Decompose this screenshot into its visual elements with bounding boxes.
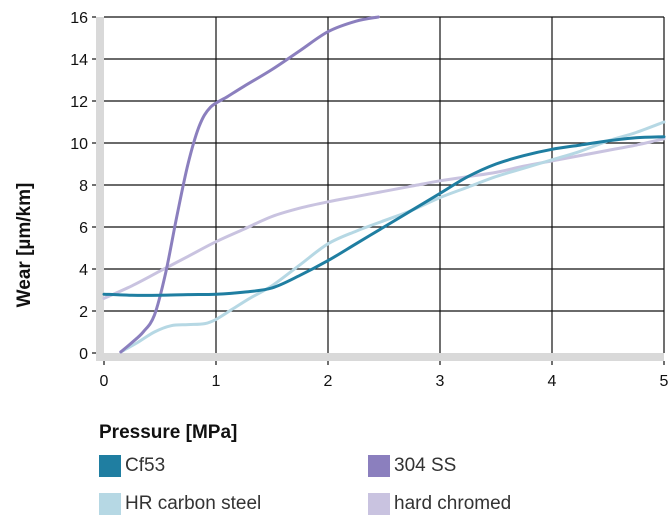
y-tick-label: 14 (70, 52, 88, 69)
gridlines (104, 16, 665, 353)
legend-swatch-hr-carbon-steel (99, 493, 121, 515)
y-tick-label: 10 (70, 136, 88, 153)
axes (92, 16, 665, 365)
legend-swatch-304-ss (368, 455, 390, 477)
legend-item-304-ss: 304 SS (368, 455, 456, 477)
y-tick-label: 6 (79, 220, 88, 237)
y-tick-label: 12 (70, 94, 88, 111)
x-tick-label: 4 (548, 373, 557, 390)
x-tick-label: 1 (212, 373, 221, 390)
legend-item-cf53: Cf53 (99, 455, 165, 477)
legend-label-hr-carbon-steel: HR carbon steel (125, 493, 262, 514)
legend-item-hard-chromed: hard chromed (368, 493, 511, 515)
y-tick-label: 4 (79, 262, 88, 279)
legend-label-cf53: Cf53 (125, 455, 166, 476)
series-line-304-ss (119, 15, 380, 354)
series-lines (102, 15, 666, 354)
y-tick-label: 0 (79, 346, 88, 363)
y-axis-title: Wear [µm/km] (14, 183, 35, 308)
legend-label-304-ss: 304 SS (394, 455, 457, 476)
legend-label-hard-chromed: hard chromed (394, 493, 512, 514)
y-axis-bar (96, 17, 104, 361)
series-line-hr-carbon-steel (119, 120, 666, 354)
y-tick-label: 16 (70, 10, 88, 27)
series-line-hard-chromed (102, 137, 666, 300)
x-axis-title: Pressure [MPa] (99, 422, 237, 443)
legend-swatch-cf53 (99, 455, 121, 477)
series-line-cf53 (102, 135, 666, 297)
y-tick-label: 2 (79, 304, 88, 321)
x-tick-label: 3 (436, 373, 445, 390)
x-tick-label: 2 (324, 373, 333, 390)
x-tick-label: 0 (100, 373, 109, 390)
legend-swatch-hard-chromed (368, 493, 390, 515)
y-tick-label: 8 (79, 178, 88, 195)
legend-item-hr-carbon-steel: HR carbon steel (99, 493, 261, 515)
x-tick-label: 5 (660, 373, 668, 390)
x-axis-bar (96, 353, 664, 361)
